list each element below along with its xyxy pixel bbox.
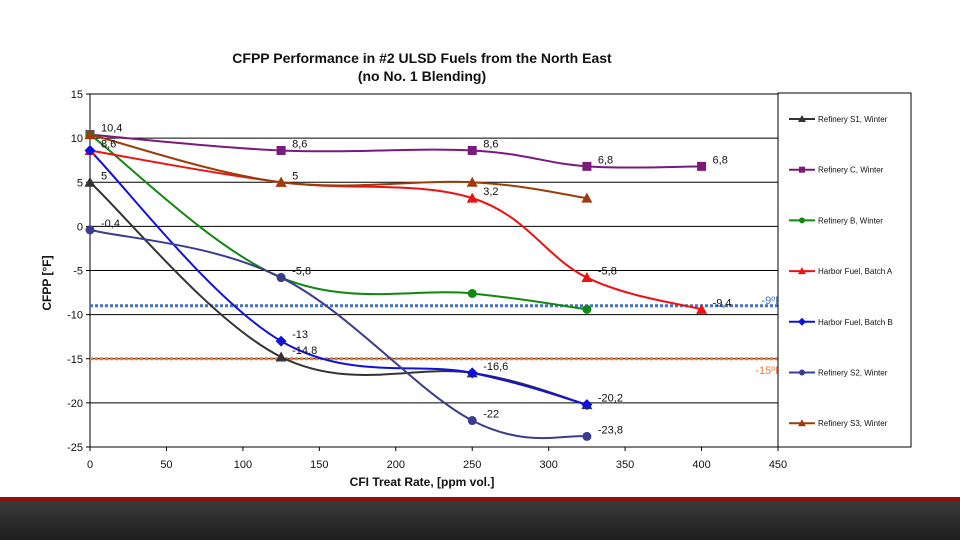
y-tick-label: -25: [67, 442, 83, 454]
legend-entry: Refinery S3, Winter: [818, 419, 888, 428]
x-tick-label: 200: [387, 459, 405, 471]
data-point: [467, 416, 477, 426]
series-line: [89, 149, 588, 406]
data-point: [84, 176, 96, 187]
legend-entry: Refinery S1, Winter: [818, 115, 888, 124]
data-label: -0,4: [101, 218, 120, 230]
y-tick-label: -15: [67, 354, 83, 366]
y-tick-label: 5: [77, 177, 83, 189]
y-tick-label: 0: [77, 221, 83, 233]
data-point: [84, 129, 96, 140]
y-axis-title: CFPP [°F]: [40, 255, 54, 310]
data-point: [696, 303, 708, 314]
y-tick-label: -5: [73, 266, 83, 278]
x-tick-label: 150: [310, 459, 328, 471]
data-point: [276, 145, 286, 155]
data-point: [798, 317, 806, 326]
data-label: 8,6: [101, 138, 116, 150]
series-line: [89, 133, 588, 311]
data-label: -5,8: [598, 266, 617, 278]
data-point: [581, 399, 593, 411]
series-line: [89, 133, 702, 169]
reference-label: -9ºF: [761, 295, 782, 307]
data-label: -9,4: [713, 297, 732, 309]
data-labels: 5 -14,8 8,6 8,6 6,8 6,8 8,6 3,2 -5,8 -9,4 -13 -16,6…: [101, 123, 732, 437]
data-point: [697, 161, 707, 171]
legend-entry: Refinery C, Winter: [818, 166, 884, 175]
series-markers: [84, 129, 708, 441]
data-point: [467, 288, 477, 298]
x-tick-label: 400: [692, 459, 710, 471]
data-label: -22: [483, 409, 499, 421]
reference-label: -15ºF: [755, 365, 782, 377]
data-point: [798, 115, 806, 122]
y-tick-label: 15: [71, 89, 83, 101]
data-label: -13: [292, 329, 308, 341]
data-label: -23,8: [598, 424, 623, 436]
data-label: 5: [292, 170, 298, 182]
data-point: [799, 166, 805, 173]
data-label: -5,8: [292, 266, 311, 278]
data-point: [582, 161, 592, 171]
data-point: [275, 351, 287, 362]
data-point: [84, 144, 96, 156]
legend-entry: Harbor Fuel, Batch B: [818, 318, 893, 327]
data-point: [798, 419, 806, 427]
series-line: [89, 228, 588, 440]
data-label: 8,6: [483, 138, 498, 150]
x-tick-label: 300: [539, 459, 557, 471]
series-line: [89, 149, 702, 311]
data-label: 6,8: [598, 154, 613, 166]
data-label: 5: [101, 170, 107, 182]
data-point: [466, 192, 478, 203]
data-point: [466, 176, 478, 187]
data-point: [466, 367, 478, 379]
y-tick-label: -20: [67, 398, 83, 410]
data-point: [799, 217, 805, 224]
x-tick-label: 250: [463, 459, 481, 471]
data-point: [581, 192, 593, 203]
legend-entry: Harbor Fuel, Batch A: [818, 267, 893, 276]
legend: Refinery S1, Winter Refinery C, Winter Ref…: [777, 92, 912, 448]
data-point: [582, 431, 592, 441]
x-axis-title: CFI Treat Rate, [ppm vol.]: [350, 475, 495, 489]
data-point: [582, 304, 592, 314]
data-label: -20,2: [598, 393, 623, 405]
y-tick-label: 10: [71, 133, 83, 145]
reference-lines: -9ºF -15ºF: [90, 295, 784, 377]
data-point: [798, 267, 806, 275]
legend-entry: Refinery B, Winter: [818, 216, 883, 225]
series-line: [89, 133, 588, 200]
x-tick-label: 100: [234, 459, 252, 471]
chart-subtitle: (no No. 1 Blending): [358, 68, 486, 84]
data-point: [275, 335, 287, 347]
data-point: [275, 176, 287, 187]
data-label: 6,8: [713, 154, 728, 166]
data-point: [581, 272, 593, 283]
y-tick-label: -10: [67, 310, 83, 322]
x-tick-label: 0: [87, 459, 93, 471]
x-tick-label: 450: [769, 459, 787, 471]
legend-entry: Refinery S2, Winter: [818, 369, 888, 378]
series-line: [89, 181, 588, 406]
x-tick-label: 350: [616, 459, 634, 471]
data-label: 10,4: [101, 123, 122, 135]
x-tick-label: 50: [160, 459, 172, 471]
series-lines: [89, 133, 702, 440]
data-point: [799, 369, 805, 376]
data-label: -14,8: [292, 345, 317, 357]
data-label: 3,2: [483, 186, 498, 198]
footer-bar: [0, 497, 960, 540]
data-label: 8,6: [292, 138, 307, 150]
data-point: [467, 145, 477, 155]
data-label: -16,6: [483, 361, 508, 373]
data-point: [276, 273, 286, 283]
chart-title: CFPP Performance in #2 ULSD Fuels from t…: [232, 50, 612, 66]
data-point: [85, 225, 95, 235]
